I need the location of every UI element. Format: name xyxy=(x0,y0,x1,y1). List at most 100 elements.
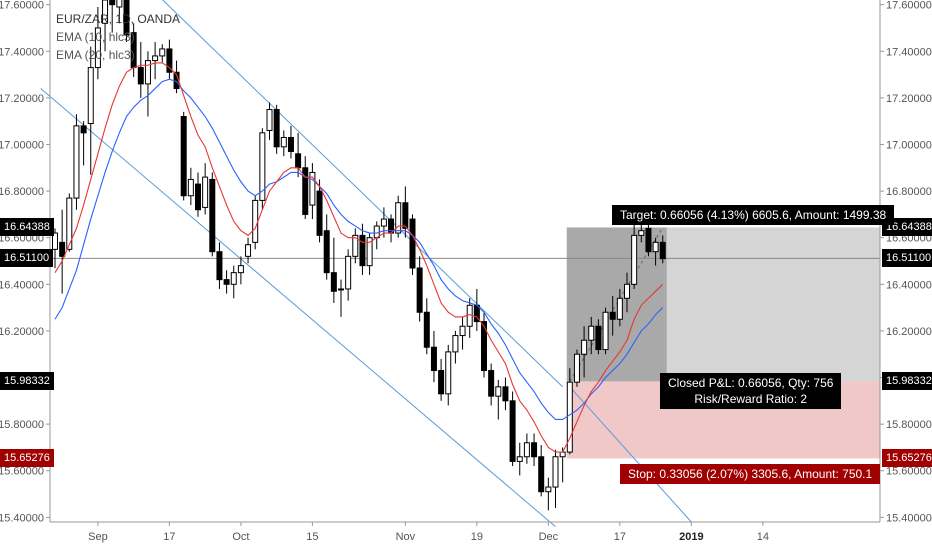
channel-line xyxy=(161,0,563,388)
candle-body xyxy=(102,0,109,24)
x-tick-label: 19 xyxy=(471,531,483,543)
y-tick-label-left: 17.60000 xyxy=(0,0,44,12)
candle-body xyxy=(602,311,609,351)
candle-body xyxy=(302,167,309,215)
candle-body xyxy=(209,178,216,253)
candle-body xyxy=(109,0,116,6)
candle-body xyxy=(137,67,144,85)
candle-body xyxy=(488,370,495,397)
candle-body xyxy=(59,241,66,257)
candle-body xyxy=(316,190,323,236)
candle-body xyxy=(359,234,366,267)
candle-body xyxy=(581,339,588,355)
candle-body xyxy=(509,400,516,462)
left-entry-price-tag: 15.98332 xyxy=(0,372,54,391)
risk-reward-line: Risk/Reward Ratio: 2 xyxy=(694,392,808,407)
candle-body xyxy=(144,60,151,85)
candle-body xyxy=(309,171,316,206)
candle-body xyxy=(445,351,452,395)
y-tick-label-left: 17.20000 xyxy=(0,93,44,105)
candle-body xyxy=(438,370,445,395)
x-tick-label: Sep xyxy=(88,531,108,543)
y-tick-label-left: 17.40000 xyxy=(0,46,44,58)
ema-lines xyxy=(54,62,664,453)
x-tick-label: 14 xyxy=(757,531,769,543)
candle-body xyxy=(573,353,580,383)
candle-body xyxy=(116,0,123,8)
left-stop-price-tag: 15.65276 xyxy=(0,449,54,468)
candle-body xyxy=(266,109,273,132)
candle-body xyxy=(652,241,659,253)
right-entry-price-tag: 15.98332 xyxy=(882,372,932,391)
legend-symbol: EUR/ZAR, 1D, OANDA xyxy=(56,12,181,26)
candle-body xyxy=(180,116,187,197)
left-current-price-tag: 16.51100 xyxy=(0,249,54,268)
y-tick-label-right: 17.00000 xyxy=(886,139,932,151)
x-tick-label: Nov xyxy=(396,531,416,543)
y-tick-label-right: 16.80000 xyxy=(886,186,932,198)
candle-body xyxy=(523,442,530,458)
candle-body xyxy=(252,199,259,243)
ema10-line xyxy=(54,62,664,453)
candle-body xyxy=(87,67,94,125)
x-tick-label: Dec xyxy=(539,531,559,543)
candle-body xyxy=(187,178,194,197)
candle-body xyxy=(330,272,337,292)
y-tick-label-right: 17.60000 xyxy=(886,0,932,12)
channel-line xyxy=(40,88,556,528)
y-tick-label-left: 16.80000 xyxy=(0,186,44,198)
x-tick-label: Oct xyxy=(232,531,249,543)
candle-body xyxy=(223,279,230,285)
candle-body xyxy=(516,456,523,462)
candle-body xyxy=(380,218,387,227)
candle-body xyxy=(538,456,545,493)
chart-legend: EUR/ZAR, 1D, OANDA EMA (10, hlc3) EMA (2… xyxy=(56,10,180,64)
y-tick-label-right: 17.20000 xyxy=(886,93,932,105)
candle-body xyxy=(245,244,252,257)
y-tick-label-right: 15.40000 xyxy=(886,512,932,524)
channel-line xyxy=(569,386,692,523)
candle-body xyxy=(452,335,459,353)
candle-body xyxy=(395,202,402,234)
candle-body xyxy=(423,311,430,348)
candle-body xyxy=(624,283,630,299)
candle-body xyxy=(638,230,645,236)
y-tick-label-right: 16.40000 xyxy=(886,279,932,291)
candle-body xyxy=(409,218,416,269)
candle-body xyxy=(459,325,466,337)
candle-body xyxy=(588,325,595,341)
x-tick-label: 17 xyxy=(614,531,626,543)
target-info-box: Target: 0.66056 (4.13%) 6605.6, Amount: … xyxy=(612,205,895,226)
closed-pnl-info-box: Closed P&L: 0.66056, Qty: 756 Risk/Rewar… xyxy=(660,373,842,410)
candle-body xyxy=(152,55,159,62)
candle-body xyxy=(631,234,638,285)
candle-body xyxy=(545,486,552,493)
candle-body xyxy=(659,241,666,260)
candle-body xyxy=(123,0,130,36)
candle-body xyxy=(616,297,623,320)
ema20-line xyxy=(54,78,664,421)
left-target-price-tag: 16.64388 xyxy=(0,218,54,237)
candle-body xyxy=(595,325,602,351)
right-current-price-tag: 16.51100 xyxy=(882,249,932,268)
candle-body xyxy=(195,183,201,211)
candle-body xyxy=(481,321,487,372)
y-tick-label-right: 17.40000 xyxy=(886,46,932,58)
stop-info-box: Stop: 0.33056 (2.07%) 3305.6, Amount: 75… xyxy=(620,464,881,485)
candle-body xyxy=(259,132,266,201)
y-tick-label-right: 16.20000 xyxy=(886,326,932,338)
candle-body xyxy=(230,272,237,285)
candle-body xyxy=(366,237,373,267)
candle-body xyxy=(216,251,223,281)
candle-body xyxy=(552,456,559,488)
candle-body xyxy=(52,232,58,250)
candle-body xyxy=(280,136,287,148)
y-tick-label-left: 15.60000 xyxy=(0,466,44,478)
candle-body xyxy=(645,227,652,253)
candle-body xyxy=(73,125,80,199)
candle-body xyxy=(159,48,166,57)
candle-body xyxy=(609,311,616,320)
candle-body xyxy=(416,267,423,313)
candle-body xyxy=(338,288,344,291)
